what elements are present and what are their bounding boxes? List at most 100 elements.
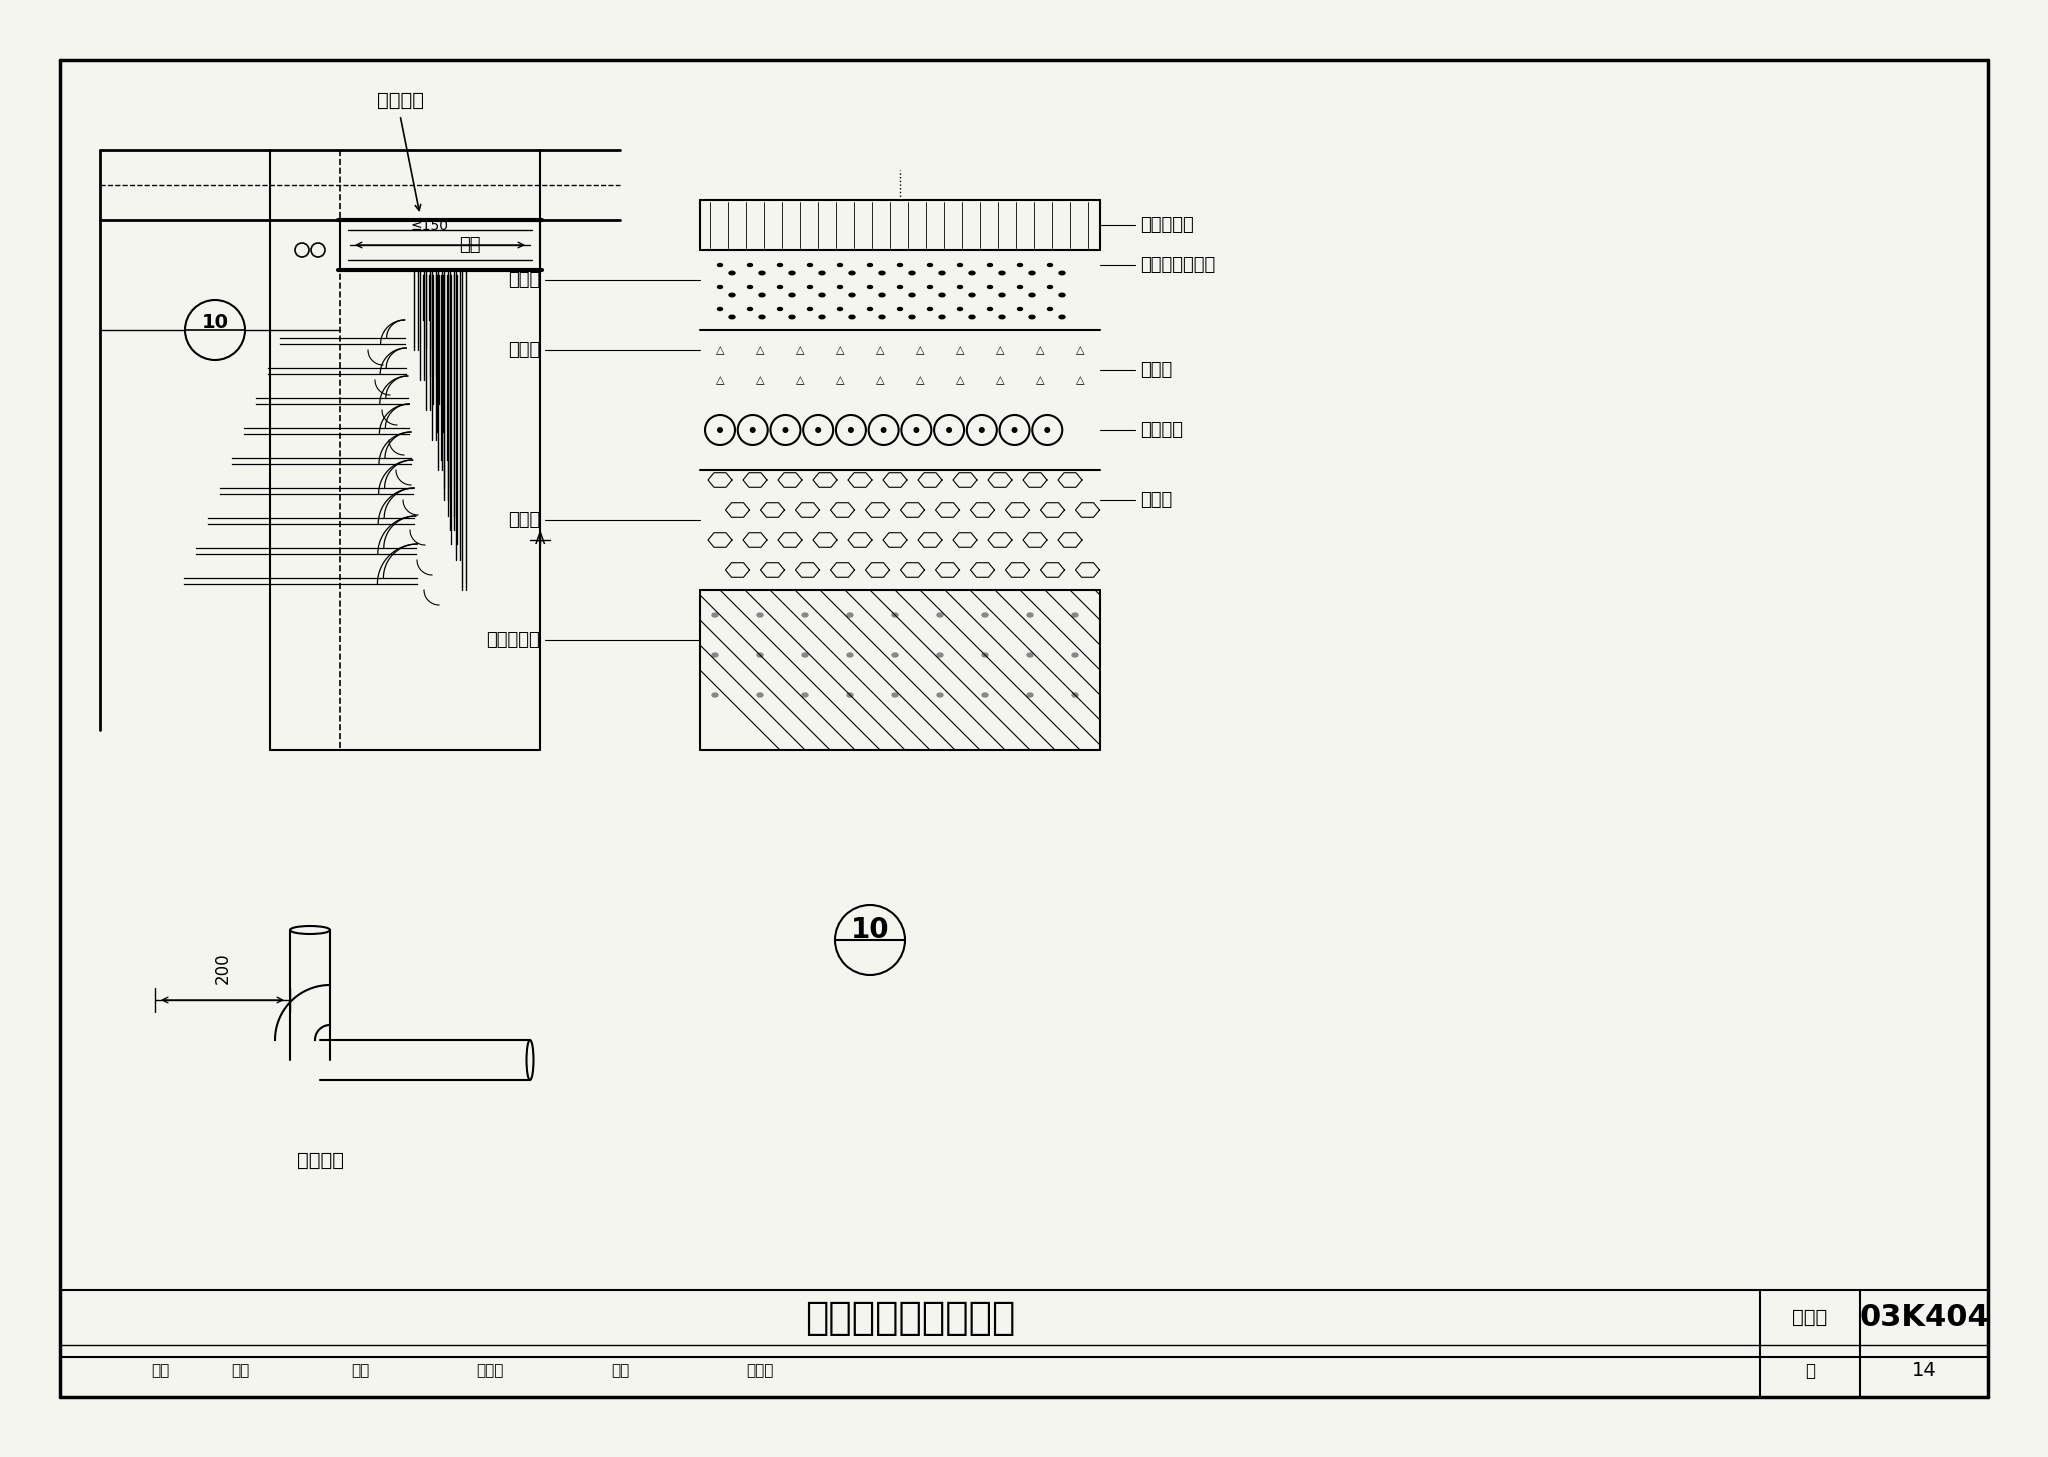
Ellipse shape (760, 315, 766, 319)
Ellipse shape (758, 613, 764, 616)
Ellipse shape (748, 286, 752, 288)
Ellipse shape (1018, 264, 1022, 267)
Text: △: △ (995, 345, 1004, 356)
Ellipse shape (819, 271, 825, 275)
Text: △: △ (836, 374, 844, 385)
Text: △: △ (915, 374, 924, 385)
Circle shape (881, 427, 887, 433)
Ellipse shape (760, 293, 766, 297)
Text: 设计: 设计 (610, 1364, 629, 1378)
Ellipse shape (729, 293, 735, 297)
Ellipse shape (928, 286, 932, 288)
Ellipse shape (868, 307, 872, 310)
Text: 10: 10 (850, 916, 889, 944)
Ellipse shape (897, 286, 903, 288)
Ellipse shape (778, 307, 782, 310)
Ellipse shape (999, 271, 1006, 275)
Ellipse shape (909, 271, 915, 275)
Ellipse shape (909, 293, 915, 297)
Ellipse shape (928, 307, 932, 310)
Ellipse shape (1059, 315, 1065, 319)
Ellipse shape (969, 271, 975, 275)
Text: 隔热套管: 隔热套管 (1141, 421, 1184, 439)
Ellipse shape (807, 286, 813, 288)
Text: 张春雨: 张春雨 (745, 1364, 774, 1378)
Ellipse shape (958, 264, 963, 267)
Ellipse shape (1028, 315, 1034, 319)
Text: ≤150: ≤150 (412, 219, 449, 233)
Circle shape (1044, 427, 1051, 433)
Ellipse shape (938, 653, 942, 657)
Ellipse shape (1028, 271, 1034, 275)
Circle shape (782, 427, 788, 433)
Text: △: △ (797, 345, 805, 356)
Ellipse shape (758, 694, 764, 696)
Text: 铜柜: 铜柜 (459, 236, 481, 254)
Ellipse shape (778, 286, 782, 288)
Ellipse shape (1059, 293, 1065, 297)
Ellipse shape (981, 613, 987, 616)
Ellipse shape (958, 286, 963, 288)
Ellipse shape (717, 307, 723, 310)
Text: 10: 10 (201, 312, 229, 332)
Ellipse shape (1059, 271, 1065, 275)
Ellipse shape (1047, 286, 1053, 288)
Circle shape (913, 427, 920, 433)
Text: △: △ (1075, 374, 1083, 385)
Ellipse shape (879, 315, 885, 319)
Ellipse shape (713, 613, 719, 616)
Ellipse shape (1071, 694, 1077, 696)
Text: 14: 14 (1911, 1361, 1935, 1380)
Ellipse shape (987, 286, 993, 288)
Ellipse shape (713, 694, 719, 696)
Ellipse shape (928, 264, 932, 267)
Ellipse shape (1026, 613, 1032, 616)
Text: △: △ (1075, 345, 1083, 356)
Text: 绝热层: 绝热层 (508, 511, 541, 529)
Ellipse shape (897, 264, 903, 267)
Text: 审核: 审核 (152, 1364, 170, 1378)
Text: A: A (535, 532, 545, 548)
Ellipse shape (758, 653, 764, 657)
Ellipse shape (1026, 653, 1032, 657)
Ellipse shape (893, 613, 897, 616)
Ellipse shape (803, 613, 809, 616)
Ellipse shape (987, 307, 993, 310)
Ellipse shape (868, 264, 872, 267)
Circle shape (1012, 427, 1018, 433)
Ellipse shape (1026, 694, 1032, 696)
Ellipse shape (778, 264, 782, 267)
Text: 200: 200 (213, 953, 231, 983)
Ellipse shape (838, 264, 842, 267)
Ellipse shape (987, 264, 993, 267)
Text: △: △ (756, 374, 764, 385)
Text: △: △ (715, 374, 725, 385)
Ellipse shape (838, 286, 842, 288)
Ellipse shape (850, 271, 854, 275)
Text: 干硬性水泥砂浆: 干硬性水泥砂浆 (1141, 256, 1214, 274)
Ellipse shape (938, 694, 942, 696)
Ellipse shape (838, 307, 842, 310)
Text: △: △ (715, 345, 725, 356)
Text: 地面装饰层: 地面装饰层 (1141, 216, 1194, 235)
Circle shape (815, 427, 821, 433)
Circle shape (717, 427, 723, 433)
Ellipse shape (819, 293, 825, 297)
Ellipse shape (981, 653, 987, 657)
Text: △: △ (995, 374, 1004, 385)
Text: △: △ (877, 345, 885, 356)
Ellipse shape (788, 315, 795, 319)
Text: 管道密集外隔热做法: 管道密集外隔热做法 (805, 1298, 1016, 1336)
Ellipse shape (850, 293, 854, 297)
Text: △: △ (956, 345, 965, 356)
Ellipse shape (938, 315, 944, 319)
Ellipse shape (748, 307, 752, 310)
Text: △: △ (1036, 345, 1044, 356)
Ellipse shape (909, 315, 915, 319)
Ellipse shape (969, 315, 975, 319)
Text: △: △ (756, 345, 764, 356)
Ellipse shape (788, 271, 795, 275)
Ellipse shape (803, 653, 809, 657)
Ellipse shape (1071, 613, 1077, 616)
Ellipse shape (958, 307, 963, 310)
